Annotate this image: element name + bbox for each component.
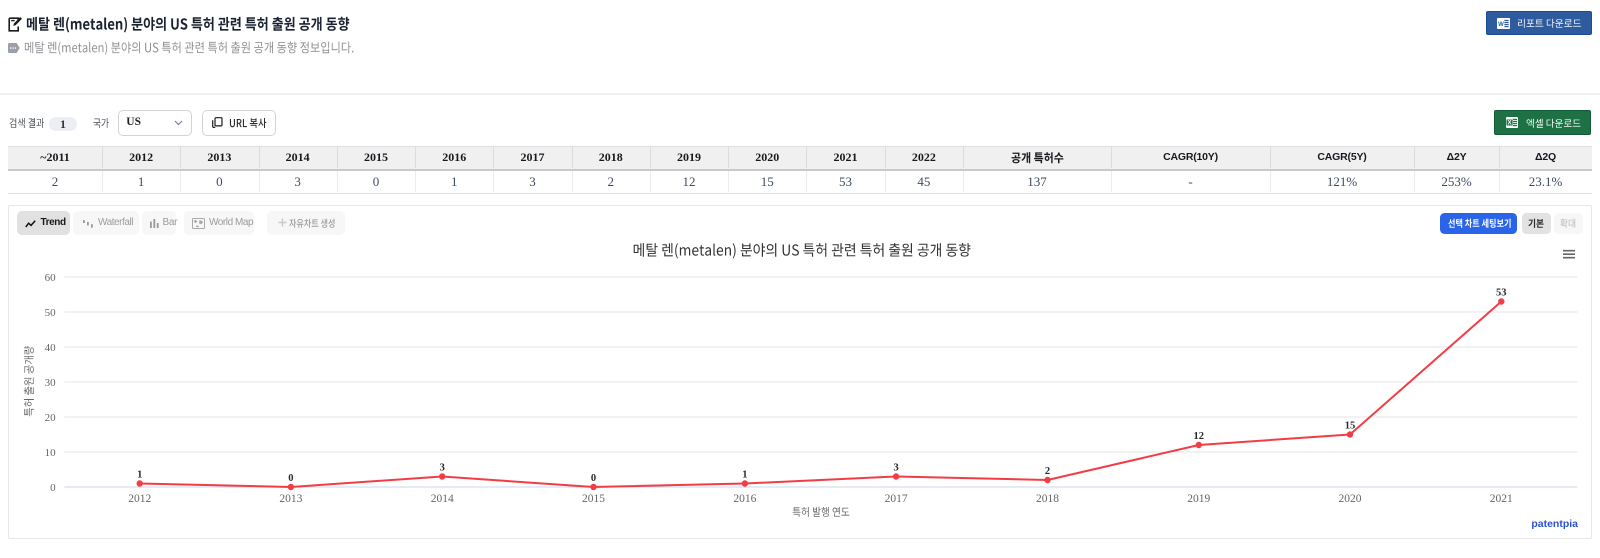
svg-text:2017: 2017 bbox=[885, 493, 908, 505]
svg-text:12: 12 bbox=[1194, 431, 1205, 442]
svg-text:10: 10 bbox=[45, 447, 57, 459]
svg-text:0: 0 bbox=[288, 473, 293, 484]
svg-text:53: 53 bbox=[1496, 288, 1507, 299]
svg-text:2013: 2013 bbox=[279, 493, 302, 505]
svg-text:0: 0 bbox=[591, 473, 596, 484]
svg-text:1: 1 bbox=[137, 470, 142, 481]
svg-text:50: 50 bbox=[45, 307, 57, 319]
svg-text:2012: 2012 bbox=[128, 493, 151, 505]
svg-text:2021: 2021 bbox=[1490, 493, 1513, 505]
svg-text:patentpia: patentpia bbox=[1531, 518, 1578, 530]
svg-text:20: 20 bbox=[45, 412, 57, 424]
svg-text:2016: 2016 bbox=[733, 493, 756, 505]
svg-text:0: 0 bbox=[50, 482, 56, 494]
svg-text:2018: 2018 bbox=[1036, 493, 1059, 505]
svg-text:2: 2 bbox=[1045, 466, 1050, 477]
svg-text:2019: 2019 bbox=[1187, 493, 1210, 505]
svg-text:2020: 2020 bbox=[1339, 493, 1362, 505]
svg-text:3: 3 bbox=[893, 463, 898, 474]
svg-text:1: 1 bbox=[742, 470, 747, 481]
svg-text:40: 40 bbox=[45, 342, 57, 354]
svg-text:3: 3 bbox=[440, 463, 445, 474]
svg-text:15: 15 bbox=[1345, 421, 1356, 432]
svg-text:30: 30 bbox=[45, 377, 57, 389]
svg-text:2014: 2014 bbox=[431, 493, 454, 505]
svg-text:2015: 2015 bbox=[582, 493, 605, 505]
svg-text:X: X bbox=[1507, 121, 1511, 127]
svg-text:W: W bbox=[1498, 22, 1504, 28]
svg-text:60: 60 bbox=[45, 272, 57, 284]
